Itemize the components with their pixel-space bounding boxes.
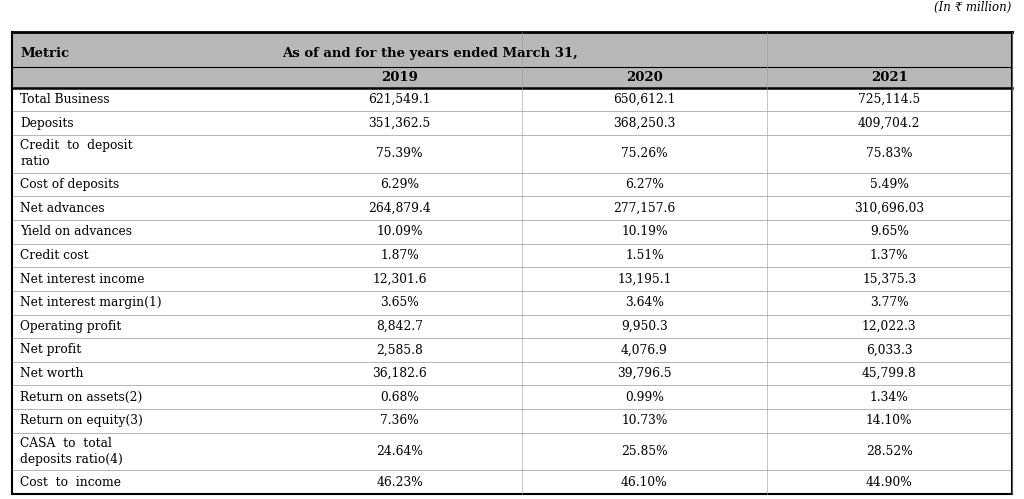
Text: Net interest income: Net interest income [20, 272, 145, 285]
Text: 10.73%: 10.73% [622, 414, 668, 427]
Text: 24.64%: 24.64% [376, 445, 423, 458]
Bar [12, 135, 1012, 173]
Text: 75.39%: 75.39% [376, 147, 423, 161]
Text: Return on assets(2): Return on assets(2) [20, 391, 143, 404]
Bar [12, 197, 1012, 220]
Text: CASA  to  total
deposits ratio(4): CASA to total deposits ratio(4) [20, 437, 123, 466]
Bar [12, 471, 1012, 494]
Text: 44.90%: 44.90% [866, 476, 912, 489]
Bar [12, 291, 1012, 314]
Bar [12, 267, 1012, 291]
Text: Credit cost: Credit cost [20, 249, 89, 262]
Text: 75.26%: 75.26% [622, 147, 668, 161]
Bar [12, 111, 1012, 135]
Text: Net profit: Net profit [20, 343, 82, 356]
Text: 6,033.3: 6,033.3 [866, 343, 912, 356]
Text: 7.36%: 7.36% [380, 414, 419, 427]
Text: 1.37%: 1.37% [870, 249, 908, 262]
Text: 2019: 2019 [381, 71, 418, 84]
Text: 310,696.03: 310,696.03 [854, 202, 925, 215]
Bar [12, 220, 1012, 244]
Text: Deposits: Deposits [20, 117, 74, 130]
Text: 277,157.6: 277,157.6 [613, 202, 676, 215]
Text: 1.34%: 1.34% [870, 391, 908, 404]
Text: 1.87%: 1.87% [380, 249, 419, 262]
Text: Net advances: Net advances [20, 202, 105, 215]
Text: (In ₹ million): (In ₹ million) [934, 0, 1012, 13]
Text: Cost  to  income: Cost to income [20, 476, 122, 489]
Text: 12,301.6: 12,301.6 [373, 272, 427, 285]
Text: Credit  to  deposit
ratio: Credit to deposit ratio [20, 139, 133, 169]
Bar [12, 88, 1012, 111]
Text: 351,362.5: 351,362.5 [369, 117, 431, 130]
Text: Net interest margin(1): Net interest margin(1) [20, 296, 162, 309]
Text: 75.83%: 75.83% [866, 147, 912, 161]
Text: 46.10%: 46.10% [622, 476, 668, 489]
Text: 36,182.6: 36,182.6 [372, 367, 427, 380]
Text: 14.10%: 14.10% [866, 414, 912, 427]
Text: Cost of deposits: Cost of deposits [20, 178, 120, 191]
Text: 46.23%: 46.23% [376, 476, 423, 489]
Text: 3.64%: 3.64% [625, 296, 664, 309]
Text: 9,950.3: 9,950.3 [621, 320, 668, 333]
Text: 368,250.3: 368,250.3 [613, 117, 676, 130]
Text: 3.77%: 3.77% [870, 296, 908, 309]
Text: 45,799.8: 45,799.8 [862, 367, 916, 380]
Text: 264,879.4: 264,879.4 [369, 202, 431, 215]
Text: 1.51%: 1.51% [625, 249, 664, 262]
Text: As of and for the years ended March 31,: As of and for the years ended March 31, [283, 47, 578, 60]
Bar [12, 385, 1012, 409]
Text: 9.65%: 9.65% [869, 226, 908, 239]
Text: Return on equity(3): Return on equity(3) [20, 414, 143, 427]
Text: 8,842.7: 8,842.7 [376, 320, 423, 333]
Text: 39,796.5: 39,796.5 [617, 367, 672, 380]
Text: 2020: 2020 [626, 71, 663, 84]
Bar [12, 433, 1012, 471]
Text: Yield on advances: Yield on advances [20, 226, 132, 239]
Bar [12, 173, 1012, 197]
Text: 650,612.1: 650,612.1 [613, 93, 676, 106]
Text: 2,585.8: 2,585.8 [376, 343, 423, 356]
Text: 15,375.3: 15,375.3 [862, 272, 916, 285]
Text: 0.68%: 0.68% [380, 391, 419, 404]
Text: 6.27%: 6.27% [625, 178, 664, 191]
Text: 3.65%: 3.65% [380, 296, 419, 309]
Text: 4,076.9: 4,076.9 [621, 343, 668, 356]
Text: 409,704.2: 409,704.2 [858, 117, 921, 130]
Text: 621,549.1: 621,549.1 [369, 93, 431, 106]
Text: 12,022.3: 12,022.3 [862, 320, 916, 333]
Bar [12, 338, 1012, 362]
Text: 28.52%: 28.52% [866, 445, 912, 458]
Text: Metric: Metric [20, 47, 70, 60]
Text: 725,114.5: 725,114.5 [858, 93, 921, 106]
Bar [12, 244, 1012, 267]
Text: 0.99%: 0.99% [625, 391, 664, 404]
Text: 25.85%: 25.85% [622, 445, 668, 458]
Bar [12, 362, 1012, 385]
Text: Net worth: Net worth [20, 367, 84, 380]
Bar [12, 32, 1012, 88]
Text: 10.19%: 10.19% [622, 226, 668, 239]
Text: Total Business: Total Business [20, 93, 111, 106]
Text: 13,195.1: 13,195.1 [617, 272, 672, 285]
Bar [12, 314, 1012, 338]
Bar [12, 409, 1012, 433]
Text: Operating profit: Operating profit [20, 320, 122, 333]
Text: 2021: 2021 [870, 71, 907, 84]
Text: 5.49%: 5.49% [869, 178, 908, 191]
Text: 10.09%: 10.09% [376, 226, 423, 239]
Text: 6.29%: 6.29% [380, 178, 419, 191]
